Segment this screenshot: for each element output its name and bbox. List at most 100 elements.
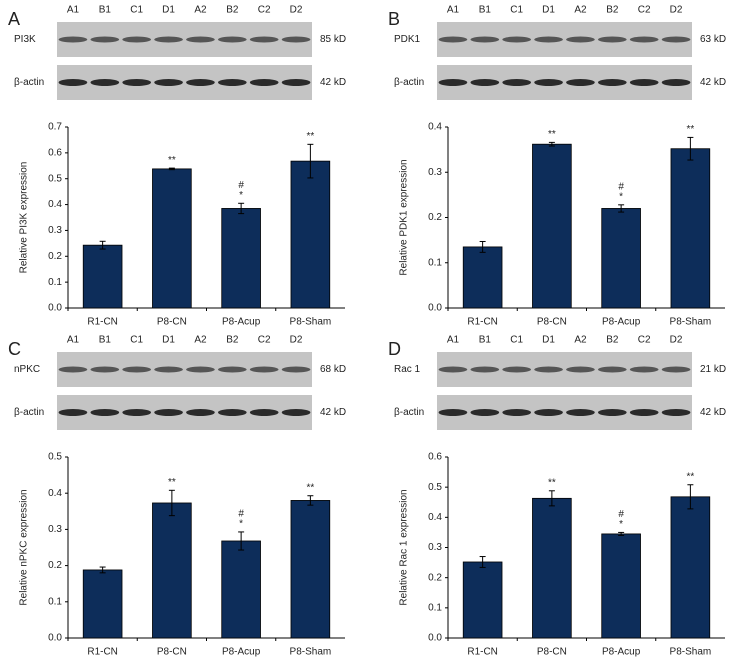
significance-mark: **: [306, 482, 314, 493]
size-label: 21 kD: [700, 364, 726, 375]
significance-mark: **: [168, 477, 176, 488]
lane-label: C1: [510, 5, 523, 16]
y-tick-label: 0.5: [48, 452, 62, 463]
significance-mark: #: [618, 181, 624, 192]
lane-label: C1: [130, 5, 143, 16]
y-tick-label: 0.0: [48, 633, 62, 644]
blot-band: [122, 36, 152, 43]
blot-band: [90, 79, 120, 86]
blot-band: [58, 409, 88, 416]
blot-band: [217, 366, 247, 373]
x-tick-label: P8-Sham: [290, 647, 332, 658]
y-tick-label: 0.5: [428, 482, 442, 493]
blot-band: [661, 79, 691, 86]
bar: [82, 569, 123, 639]
x-tick-label: P8-Sham: [670, 317, 712, 328]
protein-label: PDK1: [394, 34, 421, 45]
lane-label: C2: [258, 335, 271, 346]
size-label: 42 kD: [320, 407, 346, 418]
blot-band: [470, 409, 500, 416]
bar: [462, 561, 503, 639]
blot-band: [566, 366, 595, 373]
lane-label: C1: [130, 335, 143, 346]
bar: [601, 208, 641, 309]
y-tick-label: 0.4: [48, 199, 62, 210]
blot-band: [281, 36, 311, 43]
lane-label: C2: [638, 335, 651, 346]
significance-mark: *: [239, 519, 243, 530]
x-tick-label: P8-Sham: [670, 647, 712, 658]
lane-label: D2: [290, 335, 303, 346]
y-tick-label: 0.2: [428, 212, 442, 223]
blot-band: [566, 36, 595, 43]
y-axis-label: Relative Rac 1 expression: [399, 489, 410, 605]
protein-label: nPKC: [14, 364, 40, 375]
bar: [221, 540, 261, 639]
blot-band: [281, 366, 311, 373]
y-tick-label: 0.2: [48, 251, 62, 262]
y-axis-label: Relative PI3K expression: [19, 162, 30, 274]
y-tick-label: 0.1: [48, 596, 62, 607]
lane-label: D1: [542, 335, 555, 346]
bar: [152, 168, 192, 309]
x-tick-label: P8-Acup: [602, 647, 641, 658]
lane-label: D2: [670, 335, 683, 346]
significance-mark: *: [619, 519, 623, 530]
size-label: 63 kD: [700, 34, 726, 45]
blot-band: [249, 366, 279, 373]
blot-band: [629, 36, 659, 43]
y-tick-label: 0.0: [428, 633, 442, 644]
bar: [532, 497, 572, 639]
lane-label: B1: [479, 5, 492, 16]
bar: [221, 208, 261, 309]
protein-label: PI3K: [14, 34, 36, 45]
lane-label: B2: [606, 335, 619, 346]
lane-label: B1: [99, 5, 112, 16]
blot-band: [597, 409, 627, 416]
size-label: 42 kD: [320, 77, 346, 88]
blot-band: [566, 409, 595, 416]
protein-label: β-actin: [394, 407, 424, 418]
blot-band: [186, 79, 215, 86]
bar: [82, 244, 123, 309]
x-tick-label: P8-CN: [537, 317, 567, 328]
lane-label: A1: [67, 5, 80, 16]
lane-label: C1: [510, 335, 523, 346]
blot-band: [186, 366, 215, 373]
x-tick-label: R1-CN: [87, 317, 118, 328]
blot-band: [249, 36, 279, 43]
significance-mark: **: [306, 131, 314, 142]
y-tick-label: 0.1: [48, 277, 62, 288]
x-tick-label: R1-CN: [467, 317, 498, 328]
y-tick-label: 0.6: [48, 147, 62, 158]
lane-label: A1: [67, 335, 80, 346]
significance-mark: #: [238, 509, 244, 520]
lane-label: A1: [447, 5, 460, 16]
blot-band: [629, 79, 659, 86]
blot-band: [122, 409, 152, 416]
y-tick-label: 0.3: [428, 167, 442, 178]
y-tick-label: 0.3: [48, 524, 62, 535]
blot-band: [217, 36, 247, 43]
bar: [670, 148, 711, 309]
panel-label: B: [388, 9, 400, 29]
blot-band: [249, 409, 279, 416]
blot-band: [470, 36, 500, 43]
blot-band: [438, 79, 468, 86]
y-tick-label: 0.0: [48, 303, 62, 314]
lane-label: A1: [447, 335, 460, 346]
blot-band: [597, 366, 627, 373]
size-label: 42 kD: [700, 77, 726, 88]
y-axis-label: Relative nPKC expression: [19, 489, 30, 605]
x-tick-label: P8-Acup: [602, 317, 641, 328]
blot-band: [470, 79, 500, 86]
blot-band: [534, 36, 563, 43]
blot-band: [597, 79, 627, 86]
blot-band: [186, 409, 215, 416]
lane-label: D2: [290, 5, 303, 16]
blot-band: [122, 79, 152, 86]
protein-label: Rac 1: [394, 364, 421, 375]
size-label: 85 kD: [320, 34, 346, 45]
y-tick-label: 0.2: [428, 572, 442, 583]
